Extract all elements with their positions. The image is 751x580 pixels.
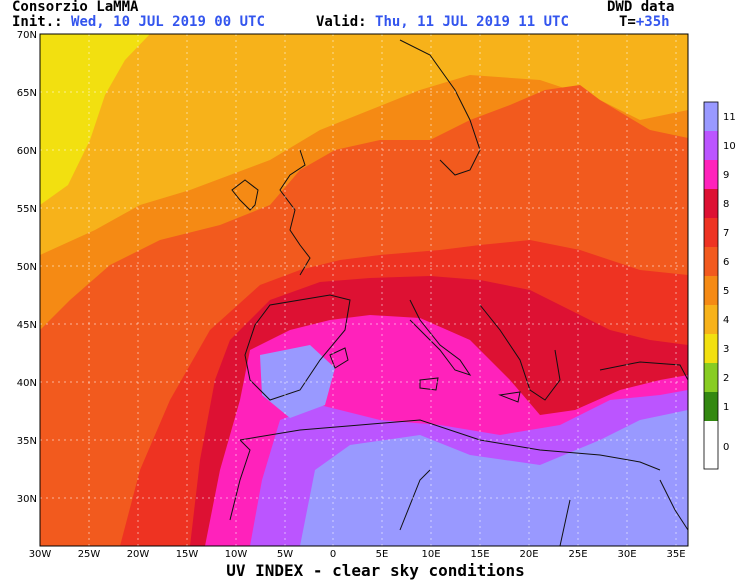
- legend-label: 0: [723, 442, 729, 453]
- lead-label: T=: [619, 14, 636, 30]
- valid-label: Valid:: [316, 14, 367, 30]
- graticule: [40, 34, 688, 546]
- legend-swatch: [704, 189, 718, 218]
- legend-frame: [703, 101, 719, 470]
- lon-tick: 20E: [519, 549, 538, 560]
- legend-swatch: [704, 305, 718, 334]
- lon-tick: 15W: [176, 549, 199, 560]
- lon-tick: 15E: [470, 549, 489, 560]
- legend-swatch: [704, 218, 718, 247]
- legend-label: 3: [723, 344, 729, 355]
- lat-axis: 70N 65N 60N 55N 50N 45N 40N 35N 30N: [17, 30, 37, 505]
- org-title: Consorzio LaMMA: [12, 0, 139, 15]
- lat-tick: 30N: [17, 494, 37, 505]
- legend-label: 8: [723, 199, 729, 210]
- lon-tick: 20W: [127, 549, 150, 560]
- valid-time: Valid: Thu, 11 JUL 2019 11 UTC: [316, 15, 569, 30]
- legend-swatch: [704, 131, 718, 160]
- legend-label: 2: [723, 373, 729, 384]
- uv-contour-fill: [40, 34, 688, 546]
- lat-tick: 60N: [17, 146, 37, 157]
- lat-tick: 40N: [17, 378, 37, 389]
- map-title: UV INDEX - clear sky conditions: [226, 561, 525, 580]
- data-source: DWD data: [607, 0, 675, 15]
- legend-label: 9: [723, 170, 729, 181]
- lon-tick: 10E: [421, 549, 440, 560]
- lat-tick: 70N: [17, 30, 37, 41]
- lon-tick: 10W: [225, 549, 248, 560]
- lat-tick: 35N: [17, 436, 37, 447]
- lon-tick: 35E: [666, 549, 685, 560]
- uv-legend: 11 10 9 8 7 6 5 4 3 2 1 0: [703, 101, 736, 470]
- lon-tick: 30E: [617, 549, 636, 560]
- legend-label: 7: [723, 228, 729, 239]
- legend-label: 4: [723, 315, 729, 326]
- init-time: Init.: Wed, 10 JUL 2019 00 UTC: [12, 15, 265, 30]
- legend-swatch: [704, 102, 718, 131]
- lat-tick: 45N: [17, 320, 37, 331]
- map-frame: [39, 33, 689, 547]
- legend-swatch: [704, 363, 718, 392]
- lon-tick: 5W: [277, 549, 293, 560]
- lead-time: T=+35h: [619, 15, 670, 30]
- legend-swatch: [704, 392, 718, 421]
- legend-label: 6: [723, 257, 729, 268]
- legend-label: 11: [723, 112, 736, 123]
- legend-label: 10: [723, 141, 736, 152]
- lon-axis: 30W 25W 20W 15W 10W 5W 0 5E 10E 15E 20E …: [29, 549, 686, 560]
- lon-tick: 30W: [29, 549, 52, 560]
- init-label: Init.:: [12, 14, 63, 30]
- lon-tick: 0: [330, 549, 336, 560]
- legend-swatch: [704, 334, 718, 363]
- init-value: Wed, 10 JUL 2019 00 UTC: [71, 14, 265, 30]
- legend-label: 5: [723, 286, 729, 297]
- coastlines: [229, 39, 688, 546]
- legend-swatch: [704, 421, 718, 469]
- lon-tick: 25E: [568, 549, 587, 560]
- legend-swatch: [704, 276, 718, 305]
- lon-tick: 25W: [78, 549, 101, 560]
- lon-tick: 5E: [376, 549, 389, 560]
- valid-value: Thu, 11 JUL 2019 11 UTC: [375, 14, 569, 30]
- legend-swatch: [704, 160, 718, 189]
- legend-label: 1: [723, 402, 729, 413]
- lat-tick: 55N: [17, 204, 37, 215]
- legend-swatch: [704, 247, 718, 276]
- lead-value: +35h: [635, 14, 670, 30]
- lat-tick: 65N: [17, 88, 37, 99]
- lat-tick: 50N: [17, 262, 37, 273]
